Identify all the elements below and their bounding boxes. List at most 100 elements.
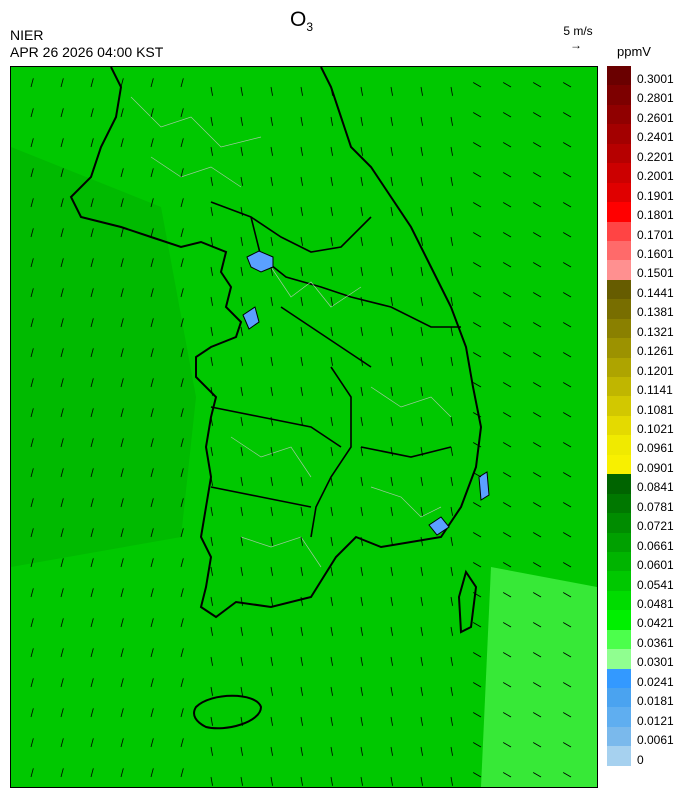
wind-arrow-icon (240, 86, 243, 96)
wind-arrow-icon (120, 138, 124, 148)
wind-arrow-icon (60, 468, 64, 478)
southeast-lighter-region (481, 567, 597, 787)
colorbar-label: 0.0901 (637, 460, 674, 475)
wind-arrow-icon (180, 168, 184, 178)
wind-arrow-icon (90, 318, 94, 328)
wind-arrow-icon (240, 386, 243, 396)
wind-arrow-icon (90, 138, 94, 148)
wind-arrow-icon (300, 596, 303, 606)
colorbar-label: 0.1701 (637, 227, 674, 242)
wind-arrow-icon (30, 708, 34, 718)
wind-arrow-icon (450, 596, 453, 606)
wind-arrow-icon (60, 708, 64, 718)
wind-arrow-icon (420, 506, 423, 516)
wind-arrow-icon (150, 378, 154, 388)
low-ozone-patches (242, 250, 490, 536)
wind-arrow-icon (563, 412, 572, 418)
wind-arrow-icon (533, 412, 542, 418)
wind-arrow-icon (120, 408, 124, 418)
wind-arrow-icon (120, 348, 124, 358)
wind-arrow-icon (533, 202, 542, 208)
wind-arrow-icon (450, 176, 453, 186)
wind-arrow-icon (90, 378, 94, 388)
wind-arrow-icon (300, 236, 303, 246)
wind-arrow-icon (390, 686, 393, 696)
wind-arrow-icon (330, 206, 333, 216)
wind-arrow-icon (563, 652, 572, 658)
wind-arrow-icon (503, 232, 512, 238)
wind-arrow-icon (270, 116, 273, 126)
wind-arrow-icon (30, 588, 34, 598)
wind-arrow-icon (533, 442, 542, 448)
wind-arrow-icon (30, 348, 34, 358)
wind-arrow-icon (450, 626, 453, 636)
colorbar-label: 0.2401 (637, 130, 674, 145)
wind-arrow-icon (390, 536, 393, 546)
wind-arrow-icon (330, 746, 333, 756)
colorbar-label: 0.1261 (637, 344, 674, 359)
wind-arrow-icon (503, 262, 512, 268)
wind-arrow-icon (330, 356, 333, 366)
wind-arrow-icon (270, 566, 273, 576)
wind-arrow-icon (120, 618, 124, 628)
wind-arrow-icon (533, 472, 542, 478)
colorbar-cell (607, 299, 631, 319)
wind-arrow-icon (450, 566, 453, 576)
wind-arrow-icon (150, 258, 154, 268)
map-title: O3 (290, 8, 313, 34)
wind-arrow-icon (60, 378, 64, 388)
colorbar-label: 0.1601 (637, 247, 674, 261)
wind-arrow-icon (420, 356, 423, 366)
wind-arrow-icon (503, 442, 512, 448)
colorbar-cell (607, 726, 631, 747)
colorbar-label: 0.0721 (637, 519, 674, 534)
wind-arrow-icon (180, 708, 184, 718)
wind-arrow-icon (533, 112, 542, 118)
wind-arrow-icon (270, 596, 273, 606)
wind-arrow-icon (150, 198, 154, 208)
wind-arrow-icon (120, 378, 124, 388)
wind-arrow-icon (533, 592, 542, 598)
wind-arrow-icon (270, 386, 273, 396)
wind-arrow-icon (210, 356, 213, 366)
wind-arrow-icon (90, 768, 94, 778)
wind-arrow-icon (473, 592, 482, 598)
wind-arrow-icon (240, 296, 243, 306)
wind-arrow-icon (390, 416, 393, 426)
wind-arrow-icon (533, 232, 542, 238)
wind-arrow-icon (473, 232, 482, 238)
colorbar-label: 0.0361 (637, 635, 674, 650)
wind-arrow-icon (420, 476, 423, 486)
wind-arrow-icon (150, 138, 154, 148)
wind-arrow-icon (563, 442, 572, 448)
wind-arrow-icon (30, 378, 34, 388)
colorbar-label: 0.1201 (637, 363, 674, 378)
wind-arrow-icon (473, 442, 482, 448)
wind-arrow-icon (30, 558, 34, 568)
wind-arrow-icon (180, 348, 184, 358)
wind-arrow-icon (360, 446, 363, 456)
colorbar-label: 0.0481 (637, 597, 674, 611)
wind-arrow-icon (60, 318, 64, 328)
wind-arrow-icon (390, 446, 393, 456)
wind-arrow-icon (210, 506, 213, 516)
wind-arrow-icon (300, 716, 303, 726)
wind-arrow-icon (60, 438, 64, 448)
wind-arrow-icon (270, 146, 273, 156)
wind-arrow-icon (450, 656, 453, 666)
wind-arrow-icon (533, 712, 542, 718)
wind-arrow-icon (450, 266, 453, 276)
wind-arrow-icon (420, 536, 423, 546)
wind-arrow-icon (90, 498, 94, 508)
wind-arrow-icon (360, 356, 363, 366)
wind-arrow-icon (300, 776, 303, 786)
wind-arrow-icon (240, 506, 243, 516)
colorbar-cell (607, 474, 631, 494)
wind-arrow-icon (563, 232, 572, 238)
colorbar-unit: ppmV (617, 44, 651, 59)
wind-arrow-icon (180, 78, 184, 88)
wind-arrow-icon (450, 386, 453, 396)
wind-arrow-icon (473, 322, 482, 328)
wind-arrow-icon (563, 772, 572, 778)
wind-arrow-icon (210, 386, 213, 396)
